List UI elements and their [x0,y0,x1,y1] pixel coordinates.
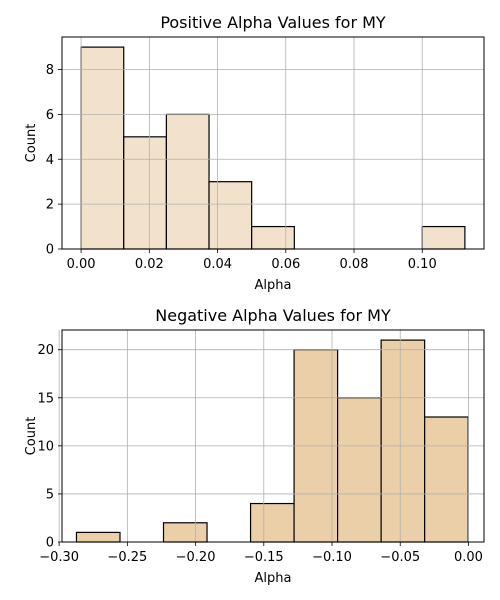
x-tick-label: −0.20 [176,550,216,565]
y-tick-label: 0 [46,536,54,551]
y-tick-label: 8 [46,63,54,78]
chart-1: 0.00 0.02 0.04 0.06 0.08 0.10 0 2 4 6 8 Alpha Count P… [24,13,485,293]
y-tick-label: 0 [46,243,54,258]
x-axis-label: Alpha [255,278,292,293]
y-tick-label: 20 [37,343,54,358]
axes-frame [61,36,485,250]
x-tick-label: −0.10 [312,550,352,565]
x-tick-label: 0.06 [271,257,300,272]
x-tick-label: 0.08 [340,257,369,272]
bar [165,113,210,250]
bar [80,46,125,250]
y-tick-label: 10 [37,439,54,454]
x-axis-label: Alpha [255,571,292,586]
chart-title: Negative Alpha Values for MY [155,306,391,325]
y-tick-label: 2 [46,198,54,213]
bar [337,397,382,543]
x-axis: −0.30 −0.25 −0.20 −0.15 −0.10 −0.05 0.00 [39,542,483,565]
bars [75,339,469,543]
bars [80,46,466,250]
chart-title: Positive Alpha Values for MY [160,13,386,32]
bar [123,136,167,250]
bar [424,416,469,543]
bar [162,522,208,543]
y-tick-label: 5 [46,487,54,502]
x-tick-label: 0.00 [454,550,483,565]
x-tick-label: −0.15 [244,550,284,565]
chart-2: −0.30 −0.25 −0.20 −0.15 −0.10 −0.05 0.00 0 5 10 15… [24,306,485,586]
bar [249,502,295,543]
y-tick-label: 15 [37,391,54,406]
x-tick-label: −0.30 [39,550,79,565]
bar [208,181,253,250]
axes-frame [61,329,485,543]
y-axis-label: Count [24,417,39,456]
y-tick-label: 4 [46,153,54,168]
y-axis: 0 5 10 15 20 [37,343,62,551]
x-tick-label: −0.05 [380,550,420,565]
x-tick-label: 0.10 [408,257,437,272]
y-axis: 0 2 4 6 8 [46,63,62,258]
y-tick-label: 6 [46,108,54,123]
x-axis: 0.00 0.02 0.04 0.06 0.08 0.10 [67,249,437,272]
x-tick-label: 0.02 [135,257,164,272]
x-tick-label: 0.00 [67,257,96,272]
bar [380,339,426,543]
y-axis-label: Count [24,124,39,163]
x-tick-label: 0.04 [203,257,232,272]
bar [75,531,121,543]
x-tick-label: −0.25 [107,550,147,565]
bar [421,225,466,250]
bar [251,225,295,250]
